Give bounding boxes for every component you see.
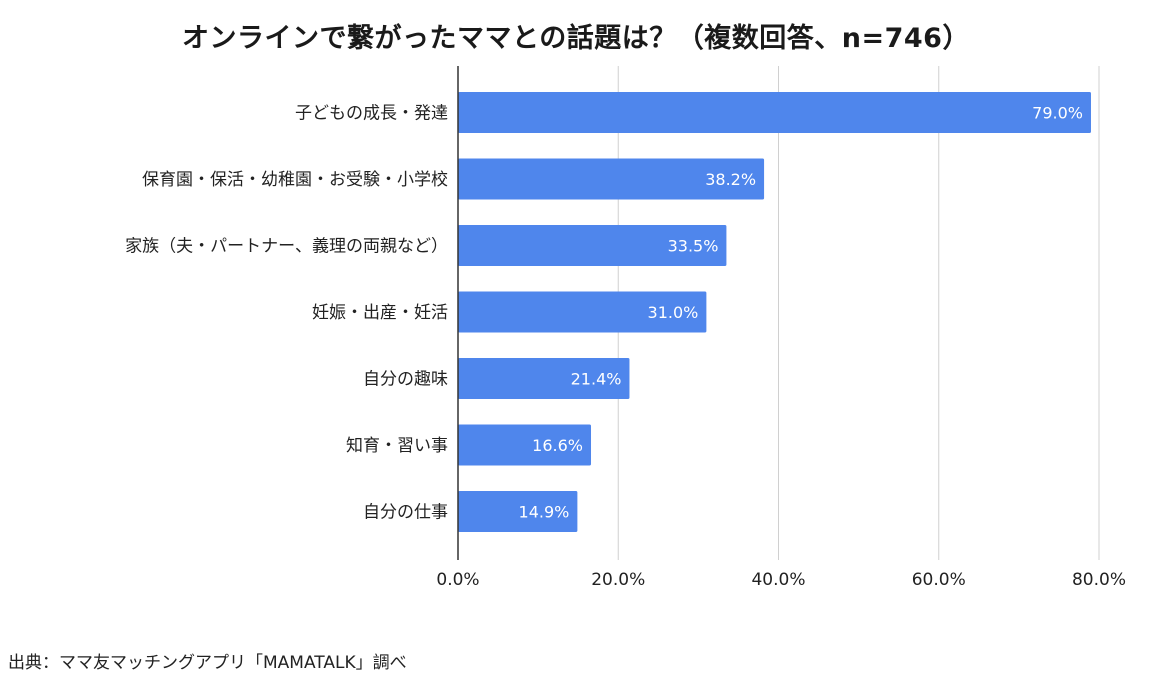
bar	[458, 424, 592, 466]
category-label: 妊娠・出産・妊活	[312, 303, 448, 323]
x-tick-label: 60.0%	[912, 570, 966, 590]
category-label: 自分の趣味	[363, 370, 448, 390]
category-label: 知育・習い事	[346, 436, 448, 456]
x-tick-label: 0.0%	[436, 570, 479, 590]
data-label: 33.5%	[668, 237, 719, 256]
x-tick-label: 40.0%	[751, 570, 805, 590]
bar	[458, 358, 630, 399]
category-label: 家族（夫・パートナー、義理の両親など）	[125, 237, 448, 257]
bar	[458, 491, 578, 532]
chart-title: オンラインで繋がったママとの話題は？（複数回答、n=746）	[182, 23, 970, 54]
data-label: 21.4%	[571, 370, 622, 389]
data-label: 16.6%	[532, 436, 583, 455]
x-tick-label: 20.0%	[591, 570, 645, 590]
category-label: 保育園・保活・幼稚園・お受験・小学校	[142, 170, 448, 190]
category-label: 子どもの成長・発達	[295, 104, 448, 124]
bar	[458, 225, 727, 266]
gridlines	[617, 66, 1100, 560]
bar	[458, 92, 1091, 133]
data-label: 14.9%	[519, 503, 570, 522]
data-label: 79.0%	[1032, 104, 1083, 123]
data-label: 31.0%	[648, 303, 699, 322]
bar	[458, 291, 707, 333]
data-label: 38.2%	[705, 170, 756, 189]
bars	[458, 92, 1091, 532]
labels: 0.0% 20.0% 40.0% 60.0% 80.0% 子どもの成長・発達 79.0% 保育…	[125, 104, 1126, 591]
source-note: 出典：ママ友マッチングアプリ「MAMATALK」調べ	[8, 653, 407, 673]
x-tick-label: 80.0%	[1072, 570, 1126, 590]
bar	[458, 158, 765, 200]
category-label: 自分の仕事	[363, 503, 448, 523]
